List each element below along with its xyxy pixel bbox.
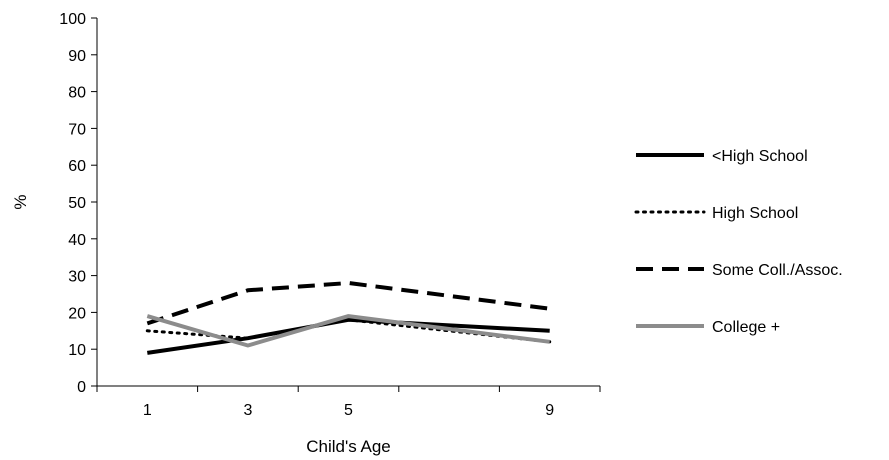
series-line-2	[146, 281, 550, 326]
x-ticks: 1 3 5 9	[96, 386, 601, 419]
x-tick-label: 3	[243, 402, 252, 419]
y-tick-label: 90	[68, 48, 86, 65]
series-lines	[145, 281, 552, 355]
y-ticks: 0 10 20 30 40 50 60 70 80 90 100	[59, 11, 97, 396]
legend-label: <High School	[712, 148, 808, 165]
y-tick-label: 30	[68, 269, 86, 286]
legend-label: High School	[712, 205, 798, 222]
x-axis-title: Child's Age	[306, 437, 391, 456]
y-axis-title: %	[11, 194, 30, 209]
y-tick-label: 80	[68, 85, 86, 102]
y-tick-label: 0	[77, 379, 86, 396]
series-line-3	[146, 314, 550, 348]
x-tick-label: 5	[344, 402, 353, 419]
y-tick-label: 40	[68, 232, 86, 249]
y-tick-label: 100	[59, 11, 86, 28]
y-tick-label: 70	[68, 121, 86, 138]
legend: <High School High School Some Coll./Assoc.…	[634, 148, 843, 336]
y-tick-label: 50	[68, 195, 86, 212]
x-tick-label: 9	[545, 402, 554, 419]
y-tick-label: 10	[68, 342, 86, 359]
y-tick-label: 60	[68, 158, 86, 175]
legend-label: College +	[712, 319, 780, 336]
legend-label: Some Coll./Assoc.	[712, 262, 843, 279]
series-line-1	[145, 318, 552, 344]
y-tick-label: 20	[68, 305, 86, 322]
x-tick-label: 1	[143, 402, 152, 419]
